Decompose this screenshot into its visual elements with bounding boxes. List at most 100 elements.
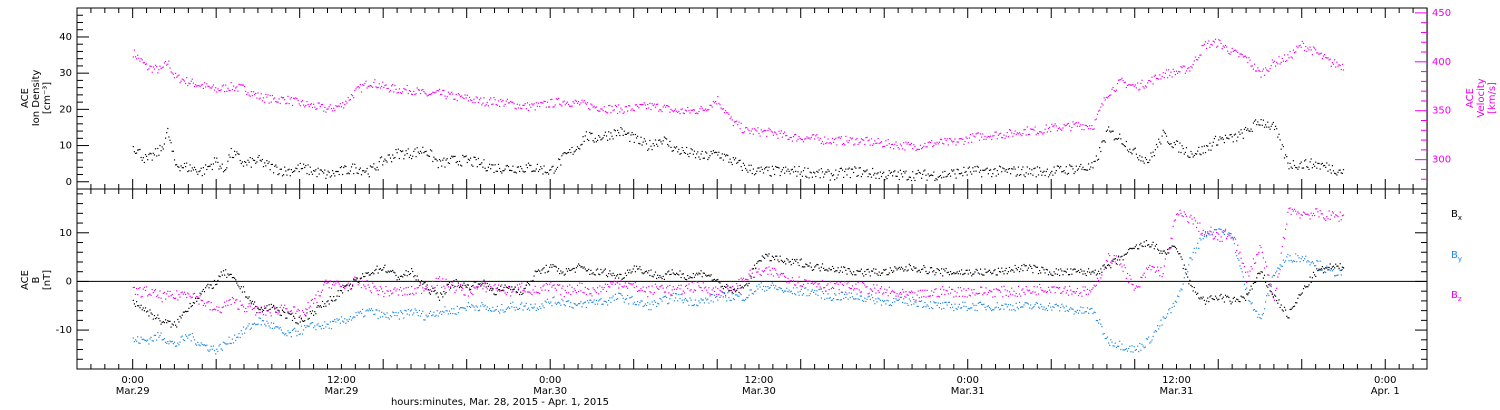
by-series-point	[1200, 239, 1202, 241]
velocity-series-point	[1094, 119, 1096, 121]
bx-series-point	[197, 297, 199, 299]
bz-series-point	[1063, 287, 1065, 289]
by-series-point	[1337, 274, 1339, 276]
bz-series-point	[1034, 291, 1036, 293]
by-series-point	[219, 343, 221, 345]
bz-series-point	[1072, 291, 1074, 293]
bx-series-point	[729, 286, 731, 288]
velocity-series-point	[860, 138, 862, 140]
density-series-point	[342, 173, 344, 176]
bz-series-point	[743, 280, 746, 282]
density-series-point	[1164, 132, 1166, 135]
bz-series-point	[1093, 284, 1095, 286]
bz-series-point	[397, 294, 399, 296]
velocity-series-point	[434, 92, 436, 94]
bx-series-point	[311, 310, 314, 312]
velocity-series-point	[650, 109, 652, 111]
density-series-point	[290, 169, 292, 171]
bx-series-point	[585, 270, 587, 272]
density-series-point	[981, 176, 983, 178]
velocity-series-point	[811, 134, 813, 136]
bx-series-point	[839, 270, 841, 272]
density-series-point	[787, 168, 789, 170]
density-series-point	[172, 150, 174, 152]
density-series-point	[916, 173, 918, 175]
density-series-point	[933, 171, 935, 173]
density-series-point	[753, 174, 756, 176]
velocity-series-point	[1005, 135, 1007, 137]
velocity-series-point	[898, 148, 900, 150]
bz-series-point	[159, 290, 161, 292]
bx-series-point	[494, 294, 496, 296]
bx-series-point	[546, 271, 549, 273]
bx-series-point	[684, 278, 687, 280]
density-series-point	[807, 167, 809, 169]
by-series-point	[339, 322, 341, 324]
by-series-point	[512, 301, 514, 303]
density-series-point	[344, 165, 346, 167]
by-series-point	[357, 311, 359, 313]
velocity-series-point	[931, 140, 933, 142]
density-series-point	[404, 154, 406, 156]
by-series-point	[375, 309, 377, 311]
density-series-point	[1287, 162, 1289, 164]
velocity-series-point	[565, 102, 567, 104]
by-series-point	[333, 320, 335, 322]
bx-series-point	[530, 280, 532, 282]
velocity-series-point	[551, 98, 553, 100]
density-series-point	[678, 148, 680, 150]
density-series-point	[280, 168, 282, 170]
bx-series-point	[658, 277, 660, 279]
density-series-point	[326, 174, 328, 176]
bx-series-point	[198, 297, 200, 299]
by-series-point	[170, 341, 172, 343]
density-series-point	[1266, 126, 1268, 128]
by-series-point	[815, 293, 817, 295]
by-series-point	[742, 299, 744, 301]
by-series-point	[589, 299, 591, 301]
density-series-point	[705, 151, 707, 153]
bz-series-point	[1319, 210, 1321, 212]
by-series-point	[139, 342, 141, 344]
bz-series-point	[738, 278, 740, 281]
velocity-series-point	[482, 102, 484, 104]
bz-series-point	[600, 291, 602, 293]
bz-series-point	[546, 283, 549, 286]
bx-series-point	[811, 269, 813, 271]
bz-series-point	[445, 278, 447, 280]
bx-series-point	[715, 280, 717, 282]
velocity-series-point	[1253, 63, 1256, 65]
bz-series-point	[1301, 214, 1303, 216]
by-series-point	[894, 301, 896, 303]
bz-series-point	[180, 292, 182, 294]
velocity-series-point	[440, 93, 442, 96]
by-series-point	[926, 304, 928, 306]
by-series-point	[176, 345, 178, 347]
velocity-series-point	[134, 56, 137, 58]
bz-series-point	[266, 310, 268, 312]
density-series-point	[520, 165, 522, 168]
bx-series-point	[216, 283, 218, 285]
density-series-point	[745, 167, 747, 170]
density-series-point	[1336, 174, 1338, 176]
by-series-point	[1026, 302, 1028, 304]
by-series-point	[349, 315, 351, 318]
by-series-point	[1000, 308, 1002, 310]
bz-series-point	[527, 291, 530, 293]
velocity-series-point	[1027, 133, 1029, 136]
by-series-point	[210, 345, 212, 347]
density-series-point	[366, 167, 368, 170]
bz-series-point	[586, 288, 589, 290]
bz-series-point	[170, 295, 172, 297]
density-series-point	[148, 153, 150, 156]
bz-series-point	[810, 282, 812, 285]
by-series-point	[329, 321, 331, 323]
by-series-point	[316, 324, 318, 326]
bx-series-point	[762, 256, 765, 258]
bz-series-point	[1065, 292, 1067, 294]
bx-series-point	[647, 272, 649, 274]
bz-series-point	[1208, 232, 1210, 235]
velocity-series-point	[954, 138, 956, 140]
bx-series-point	[802, 266, 805, 268]
bx-series-point	[396, 279, 398, 281]
